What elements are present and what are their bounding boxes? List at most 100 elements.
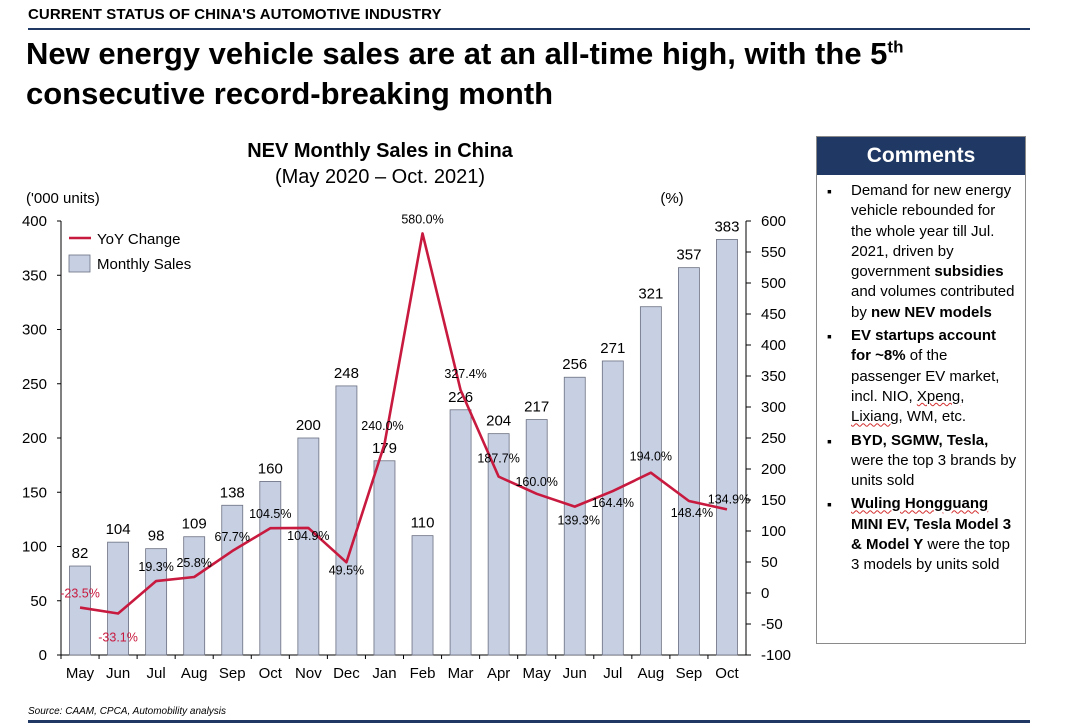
x-tick-label: Jul — [603, 665, 622, 682]
yoy-point-label: -33.1% — [98, 631, 138, 645]
comment-bold: new NEV models — [871, 303, 992, 321]
yoy-point-label: 164.4% — [592, 496, 634, 510]
x-tick-label: Jun — [106, 665, 130, 682]
x-tick-label: Jan — [372, 665, 396, 682]
comments-title: Comments — [817, 137, 1025, 175]
headline-main: New energy vehicle sales are at an all-t… — [26, 36, 888, 71]
x-tick-label: Sep — [219, 665, 246, 682]
comment-text: , — [960, 387, 965, 405]
y-tick-label: 250 — [22, 376, 47, 393]
sales-bar-label: 321 — [638, 286, 663, 303]
x-tick-label: Oct — [259, 665, 283, 682]
y-tick-label: 200 — [22, 430, 47, 447]
yoy-point-label: 25.8% — [176, 556, 211, 570]
sales-bar — [107, 541, 129, 656]
yoy-point-label: 194.0% — [630, 450, 672, 464]
comment-bold: EV startups account for ~8% — [851, 327, 997, 365]
chart-title: NEV Monthly Sales in China — [247, 140, 513, 162]
yoy-point-label: 104.9% — [287, 529, 329, 543]
x-tick-label: Feb — [410, 665, 436, 682]
comment-spell-flag: Xpeng — [916, 387, 961, 405]
comment-item: Wuling Hongguang MINI EV, Tesla Model 3 … — [827, 494, 1019, 575]
sales-bar — [716, 239, 738, 656]
x-tick-label: Apr — [487, 665, 510, 682]
yoy-point-label: 139.3% — [558, 514, 600, 528]
y2-tick-label: 600 — [761, 213, 786, 230]
y-tick-label: 100 — [22, 539, 47, 556]
sales-bar — [183, 536, 206, 656]
yoy-point-label: 19.3% — [138, 560, 173, 574]
yoy-line — [79, 232, 728, 615]
x-tick-label: Dec — [333, 665, 360, 682]
x-tick-label: Jul — [147, 665, 166, 682]
comment-bold: Wuling Hongguang — [851, 495, 989, 513]
y-tick-label: 50 — [30, 593, 47, 610]
comment-text: of the passenger EV market, incl. NIO, — [851, 347, 1000, 405]
x-tick-label: Oct — [715, 665, 739, 682]
sales-bar-label: 204 — [486, 413, 511, 430]
comment-item: EV startups account for ~8% of the passe… — [827, 326, 1019, 427]
header-rule — [28, 28, 1030, 30]
y-tick-label: 350 — [22, 267, 47, 284]
y2-tick-label: 300 — [761, 399, 786, 416]
comments-box: Comments Demand for new energy vehicle r… — [816, 136, 1026, 644]
x-tick-label: Aug — [181, 665, 208, 682]
sales-bar — [297, 437, 320, 656]
comment-text: Demand for new energy vehicle rebounded … — [851, 182, 1012, 281]
comment-bold: BYD, SGMW, Tesla, — [851, 431, 989, 449]
x-tick-label: Sep — [676, 665, 703, 682]
comment-item: Demand for new energy vehicle rebounded … — [827, 181, 1019, 323]
sales-bar — [69, 565, 91, 656]
sales-bar-label: 109 — [182, 516, 207, 533]
y2-tick-label: 150 — [761, 492, 786, 509]
sales-bar — [373, 460, 396, 656]
y2-tick-label: -100 — [761, 647, 791, 664]
y-axis-label: ('000 units) — [26, 190, 100, 207]
sales-bar-label: 256 — [562, 356, 587, 373]
sales-bar — [259, 480, 282, 656]
y2-tick-label: 450 — [761, 306, 786, 323]
comment-item: BYD, SGMW, Tesla, were the top 3 brands … — [827, 431, 1019, 492]
sales-bar — [221, 504, 244, 656]
comment-spell-flag: Lixiang — [851, 408, 899, 426]
yoy-point-label: 67.7% — [215, 530, 250, 544]
x-tick-label: Aug — [638, 665, 665, 682]
footer-rule — [28, 720, 1030, 723]
y-tick-label: 400 — [22, 213, 47, 230]
sales-bar-label: 248 — [334, 365, 359, 382]
sales-bar — [145, 548, 168, 656]
headline: New energy vehicle sales are at an all-t… — [26, 34, 1036, 114]
y2-tick-label: 0 — [761, 585, 769, 602]
yoy-point-label: 49.5% — [329, 563, 364, 577]
yoy-point-label: 104.5% — [249, 507, 291, 521]
sales-bar-label: 200 — [296, 417, 321, 434]
sales-bar-label: 104 — [106, 521, 131, 538]
y2-tick-label: 250 — [761, 430, 786, 447]
sales-bar-label: 138 — [220, 484, 245, 501]
sales-bar — [639, 306, 662, 656]
yoy-point-label: 160.0% — [515, 475, 557, 489]
x-tick-label: May — [66, 665, 95, 682]
sales-bar-label: 98 — [148, 528, 165, 545]
legend-sales-label: Monthly Sales — [97, 256, 191, 273]
yoy-point-label: 580.0% — [401, 212, 443, 226]
yoy-point-label: 187.7% — [477, 452, 519, 466]
y2-axis-label: (%) — [660, 190, 683, 207]
sales-bar-label: 357 — [676, 247, 701, 264]
y2-tick-label: 50 — [761, 554, 778, 571]
sales-bar — [487, 433, 510, 656]
comment-bold: MINI EV, Tesla Model 3 & Model Y — [851, 515, 1012, 554]
sales-bar-label: 271 — [600, 340, 625, 357]
yoy-point-label: -23.5% — [60, 587, 100, 601]
yoy-point-label: 148.4% — [671, 506, 713, 520]
sales-bar — [563, 376, 586, 656]
y2-tick-label: 500 — [761, 275, 786, 292]
legend-yoy-label: YoY Change — [97, 231, 180, 248]
sales-bar-label: 82 — [72, 545, 89, 562]
yoy-point-label: 327.4% — [444, 367, 486, 381]
y2-tick-label: 400 — [761, 337, 786, 354]
y-tick-label: 0 — [39, 647, 47, 664]
section-label: CURRENT STATUS OF CHINA'S AUTOMOTIVE IND… — [28, 6, 442, 23]
x-tick-label: Mar — [448, 665, 474, 682]
